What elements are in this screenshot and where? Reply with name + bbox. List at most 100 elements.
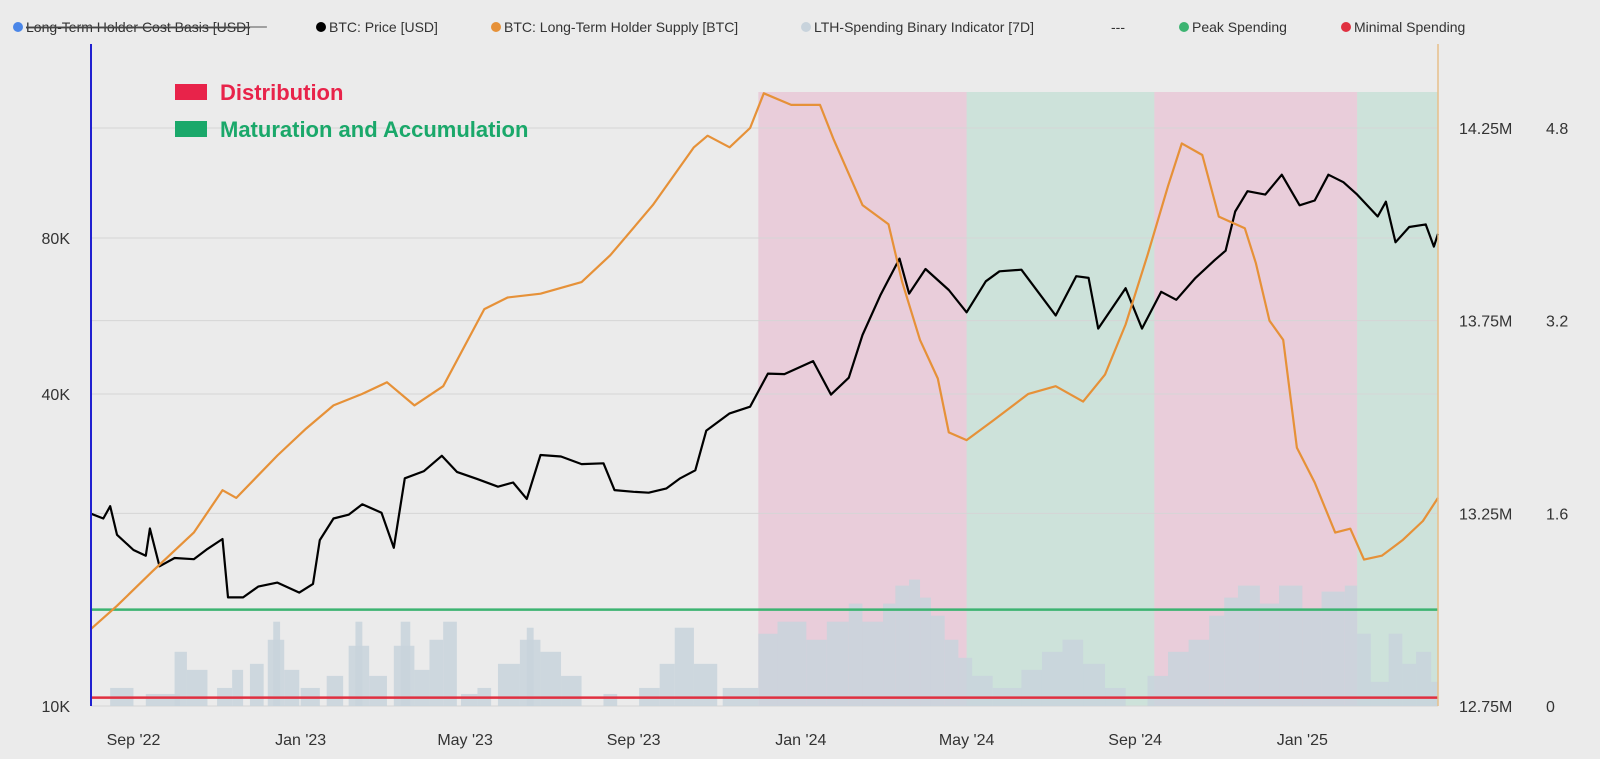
indicator-bar	[326, 675, 344, 706]
indicator-bar	[1431, 681, 1438, 706]
indicator-bar	[777, 621, 807, 706]
series-btc-price-line	[90, 173, 1440, 599]
indicator-bar	[414, 669, 430, 706]
indicator-bar	[693, 663, 718, 706]
indicator-bar	[1259, 603, 1280, 706]
indicator-bar	[1302, 609, 1322, 706]
indicator-bar	[369, 675, 387, 706]
indicator-bar	[186, 669, 208, 706]
legend-marker	[316, 22, 326, 32]
indicator-bar	[1416, 651, 1432, 706]
y-left-tick-label: 10K	[42, 699, 71, 716]
x-tick-label: Sep '24	[1108, 732, 1162, 749]
indicator-bar	[232, 669, 244, 706]
axes	[90, 44, 1439, 706]
indicator-bar	[284, 669, 300, 706]
y-right-supply-tick-label: 13.75M	[1459, 314, 1512, 331]
indicator-bar	[1188, 639, 1210, 706]
legend-item-label: ---	[1111, 19, 1125, 35]
y-right-supply-tick-label: 13.25M	[1459, 506, 1512, 523]
y-right-supply-tick-label: 12.75M	[1459, 699, 1512, 716]
indicator-bar	[920, 597, 931, 706]
indicator-bar	[1021, 669, 1042, 706]
y-right-indicator-tick-label: 0	[1546, 699, 1555, 716]
indicator-bar	[958, 657, 973, 706]
x-tick-label: Sep '22	[107, 732, 161, 749]
indicator-bar	[1370, 681, 1389, 706]
indicator-bar	[1224, 597, 1238, 706]
indicator-bar	[429, 639, 444, 706]
indicator-bar	[249, 663, 264, 706]
y-left-tick-label: 80K	[42, 231, 71, 248]
annotations: Distribution Maturation and Accumulation	[175, 80, 528, 142]
indicator-bar	[1168, 651, 1189, 706]
x-tick-label: Sep '23	[607, 732, 661, 749]
indicator-bar	[1402, 663, 1417, 706]
indicator-bar	[883, 603, 896, 706]
indicator-bar	[1083, 663, 1106, 706]
legend-item-label: BTC: Price [USD]	[329, 19, 438, 35]
indicator-bar	[944, 639, 959, 706]
indicator-bar	[659, 663, 675, 706]
indicator-bar	[930, 615, 945, 706]
indicator-bar	[355, 621, 363, 706]
y-left-tick-label: 40K	[42, 387, 71, 404]
series-lth-supply-line	[90, 92, 1439, 630]
indicator-bar	[826, 621, 849, 706]
legend-marker	[1179, 22, 1189, 32]
y-right-indicator-tick-label: 1.6	[1546, 506, 1568, 523]
indicator-bar	[909, 579, 921, 706]
y-right-supply-tick-label: 14.25M	[1459, 121, 1512, 138]
distribution-swatch	[175, 84, 207, 100]
x-tick-label: Jan '25	[1277, 732, 1328, 749]
indicator-bar	[1209, 615, 1225, 706]
accumulation-swatch	[175, 121, 207, 137]
legend: Long-Term Holder Cost Basis [USD] BTC: Pr…	[13, 19, 1465, 35]
legend-marker	[491, 22, 501, 32]
indicator-bar	[1062, 639, 1084, 706]
shaded-regions	[758, 92, 1438, 706]
indicator-bar	[443, 621, 457, 706]
indicator-bar	[1321, 591, 1345, 706]
indicator-bar	[1388, 633, 1403, 706]
accumulation-label: Maturation and Accumulation	[220, 117, 528, 142]
shaded-region-accumulation	[966, 92, 1155, 706]
indicator-bar	[603, 693, 618, 706]
legend-item-label: Peak Spending	[1192, 19, 1287, 35]
y-right-indicator-tick-label: 4.8	[1546, 121, 1568, 138]
indicator-bar	[526, 627, 534, 706]
indicator-bar	[273, 621, 281, 706]
legend-marker	[1341, 22, 1351, 32]
indicator-bar	[862, 621, 884, 706]
x-tick-label: Jan '24	[775, 732, 826, 749]
legend-marker	[13, 22, 23, 32]
x-tick-label: Jan '23	[275, 732, 326, 749]
indicator-bars	[110, 579, 1438, 706]
x-tick-label: May '23	[437, 732, 493, 749]
legend-item-label: Minimal Spending	[1354, 19, 1465, 35]
indicator-bar	[1279, 585, 1303, 706]
indicator-bar	[674, 627, 694, 706]
indicator-bar	[174, 651, 187, 706]
indicator-bar	[561, 675, 582, 706]
x-tick-label: May '24	[939, 732, 995, 749]
legend-item-label: LTH-Spending Binary Indicator [7D]	[814, 19, 1034, 35]
legend-item-label: BTC: Long-Term Holder Supply [BTC]	[504, 19, 738, 35]
shaded-region-accumulation	[1357, 92, 1438, 706]
indicator-bar	[400, 621, 411, 706]
indicator-bar	[972, 675, 993, 706]
indicator-bar	[540, 651, 562, 706]
indicator-bar	[460, 693, 478, 706]
reference-lines	[91, 608, 1438, 699]
indicator-bar	[1344, 585, 1358, 706]
indicator-bar	[848, 603, 863, 706]
indicator-bar	[758, 633, 778, 706]
indicator-bar	[895, 585, 910, 706]
legend-marker	[801, 22, 811, 32]
indicator-bar	[1041, 651, 1063, 706]
tick-labels: Sep '22 Jan '23 May '23 Sep '23 Jan '24 May '…	[42, 121, 1569, 749]
series-lines	[90, 92, 1440, 630]
indicator-bar	[1147, 675, 1169, 706]
